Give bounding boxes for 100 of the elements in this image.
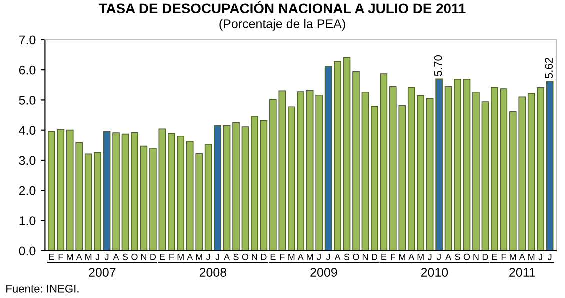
x-tick-label: A bbox=[446, 254, 452, 260]
x-tick-label: A bbox=[408, 254, 415, 260]
x-tick-label: A bbox=[113, 254, 120, 260]
x-tick-label: A bbox=[187, 254, 194, 260]
x-tick-label: M bbox=[528, 254, 535, 260]
bar bbox=[103, 131, 111, 251]
bar bbox=[158, 128, 166, 251]
bar bbox=[362, 92, 370, 251]
bar bbox=[242, 126, 250, 251]
bar bbox=[140, 146, 148, 251]
bar bbox=[454, 78, 462, 251]
bar bbox=[426, 98, 434, 251]
text: 2011 bbox=[510, 268, 536, 277]
x-tick-label: M bbox=[307, 254, 314, 260]
bar bbox=[270, 99, 277, 251]
x-tick-label: N bbox=[141, 254, 146, 260]
x-tick-label: J bbox=[206, 254, 210, 260]
y-tick-label: 5.0 bbox=[19, 96, 36, 105]
x-tick-label: N bbox=[252, 254, 258, 260]
x-tick-label: J bbox=[437, 254, 441, 260]
x-tick-label: D bbox=[482, 254, 488, 260]
bar bbox=[204, 144, 212, 251]
bar bbox=[546, 81, 554, 251]
x-tick-label: E bbox=[270, 254, 276, 260]
x-tick-label: M bbox=[288, 254, 295, 260]
bar bbox=[278, 90, 286, 251]
x-tick-label: S bbox=[455, 254, 460, 260]
bar bbox=[472, 92, 480, 251]
x-tick-label: F bbox=[280, 254, 285, 260]
chart-title: TASA DE DESOCUPACIÓN NACIONAL A JULIO DE 2011 bbox=[98, 1, 466, 14]
x-tick-label: J bbox=[216, 254, 220, 260]
y-tick-label: 6.0 bbox=[19, 66, 36, 75]
bar bbox=[371, 106, 378, 251]
bar bbox=[380, 74, 388, 251]
x-tick-label: A bbox=[298, 254, 304, 260]
bar bbox=[94, 152, 102, 251]
bar bbox=[306, 90, 314, 251]
x-tick-label: M bbox=[86, 254, 92, 260]
x-tick-label: O bbox=[464, 254, 470, 260]
x-tick-label: D bbox=[150, 254, 156, 260]
x-tick-label: F bbox=[502, 254, 506, 260]
data-label: 5.62 bbox=[545, 58, 554, 79]
y-tick-label: 1.0 bbox=[20, 216, 36, 226]
source-note: Fuente: INEGI. bbox=[6, 284, 79, 293]
x-tick-label: E bbox=[160, 254, 166, 260]
x-tick-label: M bbox=[418, 254, 424, 260]
bar bbox=[131, 132, 138, 251]
x-tick-label: M bbox=[510, 254, 516, 260]
y-tick-label: 2.0 bbox=[19, 186, 36, 196]
bar bbox=[122, 134, 130, 251]
x-tick-label: A bbox=[224, 254, 230, 260]
y-tick-label: 3.0 bbox=[19, 156, 36, 166]
x-tick-label: A bbox=[519, 254, 526, 260]
x-tick-label: J bbox=[96, 254, 100, 260]
text: 2007 bbox=[89, 268, 116, 277]
bar bbox=[251, 116, 258, 251]
x-tick-label: N bbox=[474, 254, 479, 260]
bar bbox=[352, 71, 360, 251]
bar bbox=[112, 132, 120, 251]
x-tick-label: S bbox=[122, 254, 128, 260]
x-tick-label: O bbox=[132, 254, 138, 260]
data-label: 5.70 bbox=[434, 56, 442, 76]
text: 2010 bbox=[421, 268, 448, 277]
bar bbox=[260, 120, 268, 251]
bar bbox=[482, 102, 490, 251]
y-tick-label: 0.0 bbox=[19, 246, 36, 256]
x-tick-label: D bbox=[372, 254, 378, 260]
bar bbox=[334, 61, 342, 251]
x-tick-label: E bbox=[382, 254, 387, 260]
bar bbox=[84, 154, 92, 251]
x-tick-label: J bbox=[548, 254, 552, 260]
x-tick-label: M bbox=[196, 254, 202, 260]
bar bbox=[324, 66, 332, 251]
x-tick-label: D bbox=[261, 254, 267, 260]
y-tick-label: 4.0 bbox=[19, 126, 36, 136]
bar bbox=[491, 87, 498, 251]
x-tick-label: M bbox=[67, 254, 74, 260]
bar bbox=[500, 88, 508, 251]
x-tick-label: M bbox=[399, 254, 406, 260]
x-tick-label: F bbox=[170, 254, 174, 260]
bar bbox=[444, 86, 452, 251]
x-tick-label: J bbox=[538, 254, 542, 260]
x-tick-label: J bbox=[326, 254, 330, 260]
x-tick-label: A bbox=[76, 254, 82, 260]
y-tick-label: 7.0 bbox=[19, 36, 36, 45]
x-tick-label: S bbox=[344, 254, 350, 260]
x-tick-label: J bbox=[104, 254, 109, 260]
x-tick-label: N bbox=[362, 254, 368, 260]
x-tick-label: E bbox=[492, 254, 498, 260]
bar bbox=[463, 78, 471, 251]
x-tick-label: M bbox=[178, 254, 184, 260]
x-tick-label: J bbox=[428, 254, 432, 260]
bar bbox=[150, 148, 157, 251]
x-tick-label: J bbox=[317, 254, 321, 260]
x-tick-label: O bbox=[242, 254, 249, 260]
x-tick-label: O bbox=[353, 254, 360, 260]
chart-subtitle: (Porcentaje de la PEA) bbox=[220, 19, 346, 31]
bar bbox=[316, 94, 323, 251]
x-tick-label: S bbox=[234, 254, 239, 260]
bar bbox=[214, 125, 222, 251]
